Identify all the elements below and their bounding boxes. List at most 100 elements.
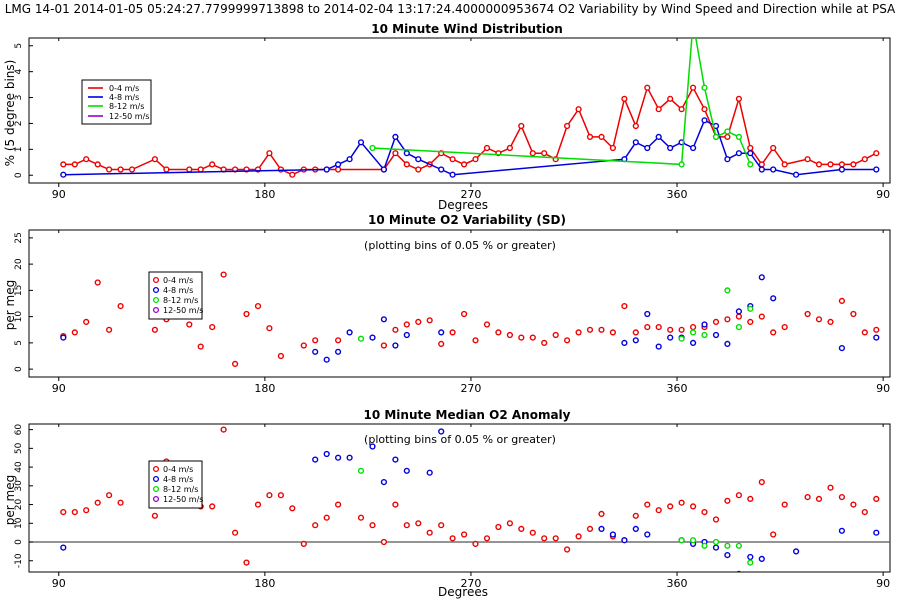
median-series-4-8-m-s-point — [426, 469, 433, 476]
wind-series-4-8-m-s-point — [438, 166, 445, 173]
sd-series-0-4-m-s-point — [495, 329, 502, 336]
median-series-8-12-m-s-point — [735, 542, 743, 549]
sd-legend-marker-8-12 — [152, 296, 160, 304]
median-series-0-4-m-s-point — [563, 546, 571, 553]
wind-distribution-panel: 10 Minute Wind Distribution % (5 degree … — [3, 22, 891, 212]
sd-series-0-4-m-s-point — [117, 303, 124, 310]
median-series-0-4-m-s-point — [655, 507, 662, 514]
median-series-4-8-m-s-point — [621, 537, 628, 544]
sd-series-0-4-m-s-point — [105, 326, 113, 333]
wind-series-0-4-m-s-point — [815, 161, 823, 168]
sd-series-0-4-m-s-point — [655, 324, 662, 331]
median-series-4-8-m-s-point — [335, 454, 342, 461]
median-series-0-4-m-s-point — [426, 529, 433, 536]
median-series-0-4-m-s-point — [220, 426, 227, 433]
wind-legend-label-12-50: 12-50 m/s — [109, 112, 149, 121]
median-series-0-4-m-s-point — [632, 512, 639, 519]
sd-series-0-4-m-s-point — [838, 297, 846, 305]
median-legend-marker-4-8 — [152, 475, 160, 483]
wind-series-0-4-m-s-point — [827, 161, 834, 168]
sd-series-0-4-m-s-point — [552, 331, 559, 339]
sd-series-4-8-m-s-point — [758, 274, 765, 281]
median-series-8-12-m-s-point — [701, 542, 708, 549]
sd-series-0-4-m-s-point — [426, 317, 433, 324]
wind-series-0-4-m-s-point — [335, 166, 342, 173]
sd-series-0-4-m-s-point — [667, 326, 674, 333]
wind-series-4-8-m-s-point — [724, 156, 731, 163]
wind-series-0-4-m-s-point — [472, 156, 479, 163]
sd-series-0-4-m-s-point — [438, 340, 445, 348]
sd-series-0-4-m-s-point — [186, 321, 193, 328]
wind-xtick-label: 270 — [460, 188, 481, 201]
median-series-0-4-m-s-point — [827, 484, 834, 491]
median-series-0-4-m-s-point — [380, 538, 388, 546]
wind-plot-frame — [28, 37, 891, 184]
median-series-0-4-m-s-point — [689, 503, 697, 510]
median-series-0-4-m-s-point — [461, 531, 468, 538]
wind-series-4-8-m-s-point — [689, 144, 697, 152]
wind-series-0-4-m-s-point — [529, 150, 536, 157]
sd-series-0-4-m-s-point — [815, 316, 823, 323]
sd-series-0-4-m-s-point — [575, 329, 582, 336]
wind-series-0-4-m-s-point — [689, 84, 697, 91]
median-series-0-4-m-s-point — [838, 494, 846, 501]
sd-series-0-4-m-s-point — [266, 325, 273, 332]
wind-series-0-4-m-s-point — [735, 95, 743, 102]
median-series-0-4-m-s-point — [312, 522, 319, 529]
sd-series-0-4-m-s-point — [678, 326, 685, 333]
median-ytick-label: 60 — [14, 424, 24, 436]
median-xtick-label: 90 — [52, 577, 66, 590]
sd-series-0-4-m-s-point — [300, 342, 307, 349]
sd-series-0-4-m-s-point — [873, 326, 880, 333]
sd-series-0-4-m-s-point — [197, 343, 204, 350]
wind-series-0-4-m-s-point — [105, 166, 113, 173]
sd-series-8-12-m-s-point — [735, 324, 743, 331]
sd-legend-label-0-4: 0-4 m/s — [163, 276, 193, 285]
median-series-0-4-m-s-point — [770, 531, 777, 538]
sd-series-0-4-m-s-point — [151, 326, 159, 333]
median-series-0-4-m-s-point — [243, 559, 250, 566]
wind-series-4-8-m-s-point — [415, 156, 422, 163]
wind-series-0-4-m-s-point — [163, 166, 170, 173]
median-series-0-4-m-s-point — [781, 501, 788, 508]
median-series-4-8-m-s-point — [644, 531, 651, 538]
sd-series-4-8-m-s-point — [369, 334, 376, 341]
median-series-0-4-m-s-point — [747, 495, 754, 503]
sd-ytick-label: 10 — [14, 311, 24, 323]
sd-xtick-label: 360 — [667, 382, 688, 395]
wind-ytick-label: 2 — [14, 121, 24, 127]
wind-series-0-4-m-s-point — [151, 156, 159, 163]
sd-series-0-4-m-s-point — [861, 329, 868, 336]
sd-legend: 0-4 m/s 4-8 m/s 8-12 m/s 12-50 m/s — [148, 271, 203, 320]
wind-series-0-4-m-s-point — [609, 144, 617, 152]
median-xtick-label: 90 — [876, 577, 890, 590]
median-series-8-12-m-s-point — [357, 467, 365, 474]
median-series-4-8-m-s-point — [346, 454, 353, 461]
sd-series-0-4-m-s-point — [827, 318, 834, 326]
wind-series-0-4-m-s-point — [117, 166, 124, 173]
wind-series-4-8-m-s-point — [449, 171, 456, 178]
sd-xtick-label: 90 — [52, 382, 66, 395]
median-ytick-label: 20 — [14, 499, 24, 511]
wind-series-8-12-m-s-point — [724, 128, 731, 135]
median-legend-marker-8-12 — [152, 485, 160, 493]
sd-series-0-4-m-s-point — [277, 352, 285, 360]
sd-series-0-4-m-s-point — [563, 337, 571, 344]
median-series-0-4-m-s-point — [873, 495, 880, 503]
wind-series-0-4-m-s-point — [563, 122, 571, 130]
wind-series-0-4-m-s-point — [266, 150, 273, 157]
median-panel-title: 10 Minute Median O2 Anomaly — [363, 408, 570, 422]
sd-series-4-8-m-s-point — [735, 308, 743, 315]
sd-series-0-4-m-s-point — [403, 321, 410, 328]
sd-series-0-4-m-s-point — [529, 334, 536, 341]
wind-series-0-4-m-s-point — [541, 150, 548, 157]
wind-legend-label-8-12: 8-12 m/s — [109, 102, 144, 111]
median-legend-label-0-4: 0-4 m/s — [163, 465, 193, 474]
wind-series-8-12-m-s-point — [701, 84, 708, 91]
sd-series-0-4-m-s-point — [94, 279, 101, 286]
wind-series-0-4-m-s-point — [861, 156, 868, 163]
median-series-0-4-m-s-point — [850, 501, 857, 508]
median-legend-marker-12-50 — [152, 495, 160, 503]
wind-series-4-8-m-s-point — [667, 144, 674, 152]
median-ytick-label: 50 — [14, 442, 24, 454]
